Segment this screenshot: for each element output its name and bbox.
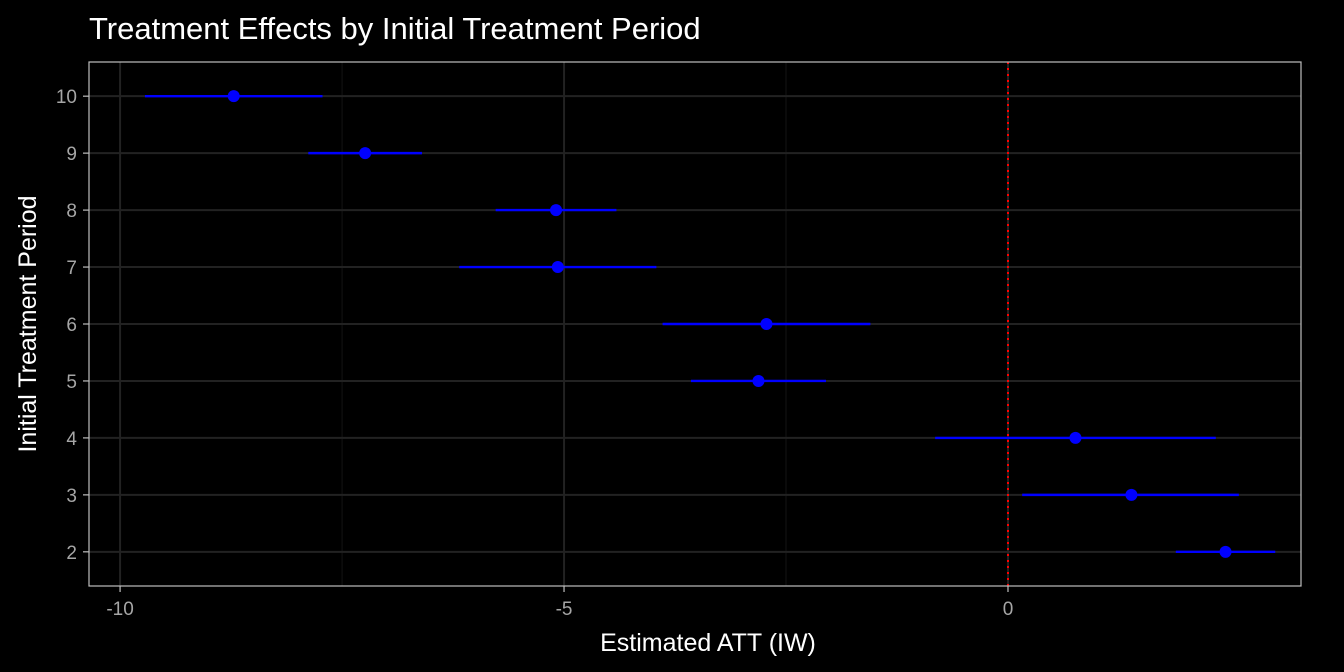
point-estimate-period-8 xyxy=(550,204,563,217)
estimates xyxy=(144,90,1276,558)
y-tick-label: 5 xyxy=(66,372,77,393)
y-tick-label: 7 xyxy=(66,258,77,279)
point-estimate-period-7 xyxy=(551,261,564,274)
y-tick-label: 9 xyxy=(66,144,77,165)
y-tick-label: 6 xyxy=(66,315,77,336)
x-tick-label: -5 xyxy=(556,599,573,620)
y-axis: 2 3 4 5 6 7 8 9 10 xyxy=(56,87,89,564)
point-estimate-period-9 xyxy=(359,147,372,160)
point-estimate-period-3 xyxy=(1125,488,1138,501)
y-tick-label: 10 xyxy=(56,87,77,108)
point-estimate-period-6 xyxy=(760,318,773,330)
point-estimate-period-10 xyxy=(227,90,240,103)
point-estimate-period-5 xyxy=(752,374,765,387)
chart-title: Treatment Effects by Initial Treatment P… xyxy=(89,11,701,46)
y-tick-label: 2 xyxy=(66,543,77,564)
x-tick-label: 0 xyxy=(1003,599,1014,620)
x-tick-label: -10 xyxy=(106,599,133,620)
y-tick-label: 3 xyxy=(66,486,77,507)
point-estimate-period-4 xyxy=(1069,431,1082,444)
x-axis: -10 -5 0 xyxy=(106,586,1013,620)
y-axis-title: Initial Treatment Period xyxy=(14,195,42,452)
x-axis-title: Estimated ATT (IW) xyxy=(600,629,816,657)
y-tick-label: 8 xyxy=(66,201,77,222)
point-estimate-period-2 xyxy=(1219,545,1232,558)
y-tick-label: 4 xyxy=(66,429,77,450)
